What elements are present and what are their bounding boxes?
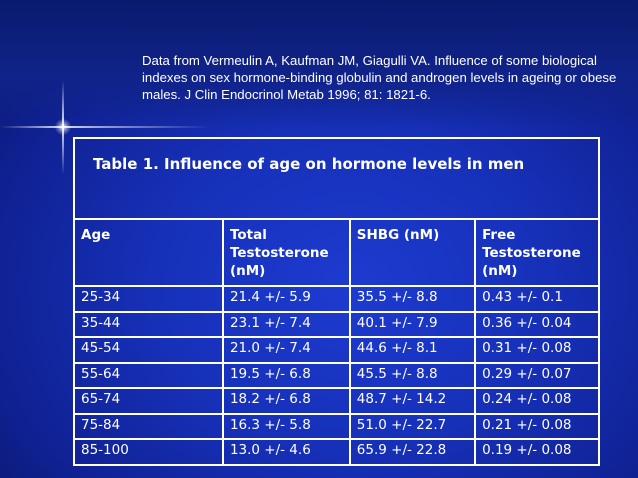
header-band (0, 0, 638, 128)
shbg-cell: 44.6 +/- 8.1 (348, 336, 477, 364)
column-header-age: Age (73, 218, 224, 287)
table-header-row: Age Total Testosterone (nM) SHBG (nM) Fr… (73, 218, 600, 287)
total-testosterone-cell: 18.2 +/- 6.8 (221, 387, 351, 415)
free-testosterone-cell: 0.29 +/- 0.07 (474, 361, 600, 389)
table-row: 75-84 16.3 +/- 5.8 51.0 +/- 22.7 0.21 +/… (73, 412, 600, 440)
table-row: 85-100 13.0 +/- 4.6 65.9 +/- 22.8 0.19 +… (73, 438, 600, 466)
age-cell: 35-44 (73, 310, 224, 338)
age-cell: 75-84 (73, 412, 224, 440)
shbg-cell: 51.0 +/- 22.7 (348, 412, 477, 440)
table-title-box: Table 1. Influence of age on hormone lev… (73, 137, 600, 220)
free-testosterone-cell: 0.31 +/- 0.08 (474, 336, 600, 364)
total-testosterone-cell: 21.0 +/- 7.4 (221, 336, 351, 364)
age-cell: 55-64 (73, 361, 224, 389)
total-testosterone-cell: 21.4 +/- 5.9 (221, 285, 351, 313)
table-row: 55-64 19.5 +/- 6.8 45.5 +/- 8.8 0.29 +/-… (73, 361, 600, 389)
shbg-cell: 40.1 +/- 7.9 (348, 310, 477, 338)
shbg-cell: 35.5 +/- 8.8 (348, 285, 477, 313)
total-testosterone-cell: 23.1 +/- 7.4 (221, 310, 351, 338)
free-testosterone-cell: 0.19 +/- 0.08 (474, 438, 600, 466)
column-header-free-testosterone: Free Testosterone (nM) (474, 218, 600, 287)
total-testosterone-cell: 19.5 +/- 6.8 (221, 361, 351, 389)
column-header-total-testosterone: Total Testosterone (nM) (221, 218, 351, 287)
age-cell: 65-74 (73, 387, 224, 415)
age-cell: 25-34 (73, 285, 224, 313)
citation-text: Data from Vermeulin A, Kaufman JM, Giagu… (142, 53, 617, 102)
shbg-cell: 48.7 +/- 14.2 (348, 387, 477, 415)
sparkle-decoration-horizontal (0, 126, 210, 128)
age-cell: 45-54 (73, 336, 224, 364)
table-title: Table 1. Influence of age on hormone lev… (93, 155, 525, 173)
free-testosterone-cell: 0.36 +/- 0.04 (474, 310, 600, 338)
shbg-cell: 45.5 +/- 8.8 (348, 361, 477, 389)
free-testosterone-cell: 0.24 +/- 0.08 (474, 387, 600, 415)
hormone-table: Age Total Testosterone (nM) SHBG (nM) Fr… (73, 218, 600, 466)
table-row: 35-44 23.1 +/- 7.4 40.1 +/- 7.9 0.36 +/-… (73, 310, 600, 338)
sparkle-decoration-center (55, 119, 71, 135)
table-row: 25-34 21.4 +/- 5.9 35.5 +/- 8.8 0.43 +/-… (73, 285, 600, 313)
free-testosterone-cell: 0.21 +/- 0.08 (474, 412, 600, 440)
total-testosterone-cell: 13.0 +/- 4.6 (221, 438, 351, 466)
shbg-cell: 65.9 +/- 22.8 (348, 438, 477, 466)
table-row: 45-54 21.0 +/- 7.4 44.6 +/- 8.1 0.31 +/-… (73, 336, 600, 364)
column-header-shbg: SHBG (nM) (348, 218, 477, 287)
total-testosterone-cell: 16.3 +/- 5.8 (221, 412, 351, 440)
table-row: 65-74 18.2 +/- 6.8 48.7 +/- 14.2 0.24 +/… (73, 387, 600, 415)
free-testosterone-cell: 0.43 +/- 0.1 (474, 285, 600, 313)
age-cell: 85-100 (73, 438, 224, 466)
